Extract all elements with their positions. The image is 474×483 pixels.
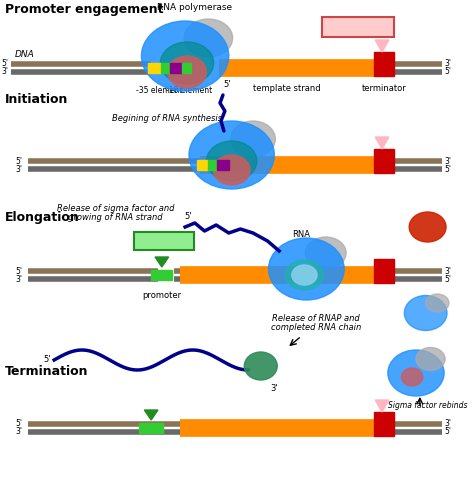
Text: 3': 3' [15,427,22,437]
Text: 5': 5' [15,420,22,428]
Bar [374,149,394,173]
FancyBboxPatch shape [322,17,394,37]
Text: Release of RNAP and: Release of RNAP and [272,314,360,323]
Bar [151,270,173,280]
Bar [374,259,394,283]
Text: Begining of RNA synthesis: Begining of RNA synthesis [112,114,222,123]
Text: Promoter engagement: Promoter engagement [5,3,163,16]
Ellipse shape [409,212,446,242]
Text: Sigma factor rebinds: Sigma factor rebinds [388,401,467,410]
Text: Initiation: Initiation [5,93,68,106]
Ellipse shape [207,141,257,181]
Bar [158,265,173,285]
Text: 5': 5' [223,80,230,89]
Bar [161,63,170,73]
Bar [197,160,209,170]
Text: 5': 5' [184,212,192,221]
Ellipse shape [401,368,423,386]
Ellipse shape [231,121,275,157]
Ellipse shape [404,296,447,330]
Text: completed RNA chain: completed RNA chain [271,323,361,332]
Text: 5': 5' [444,68,451,76]
Ellipse shape [416,347,445,370]
Text: 3': 3' [444,420,451,428]
Bar [209,160,217,170]
Text: -35 element: -35 element [136,86,182,95]
Polygon shape [155,257,169,267]
Ellipse shape [388,350,444,396]
Text: 5': 5' [15,267,22,275]
Bar [374,412,394,436]
Polygon shape [375,40,389,52]
Ellipse shape [305,237,346,269]
Ellipse shape [292,265,317,285]
Text: RNA: RNA [292,230,310,239]
Bar [148,63,161,73]
Text: terminator: terminator [362,84,406,93]
Polygon shape [375,137,389,149]
Text: -10 element: -10 element [166,86,212,95]
Ellipse shape [184,19,233,57]
Text: σ factor: σ factor [409,223,447,231]
Ellipse shape [426,294,449,312]
Text: 5': 5' [444,274,451,284]
Bar [182,63,191,73]
Text: 5': 5' [444,165,451,173]
Bar [138,423,163,433]
Bar [374,52,394,76]
Ellipse shape [285,260,324,290]
Ellipse shape [269,238,344,300]
Text: DNA: DNA [14,50,34,59]
Text: Elongation: Elongation [5,211,80,224]
Ellipse shape [160,42,214,84]
Text: Rho: Rho [251,361,271,370]
Bar [217,160,229,170]
Text: 5': 5' [15,156,22,166]
Text: growing of RNA strand: growing of RNA strand [68,213,163,222]
Ellipse shape [189,121,274,189]
Text: promoter: promoter [142,291,182,300]
Text: 3': 3' [444,59,451,69]
Text: 3': 3' [444,267,451,275]
Text: 3': 3' [1,68,9,76]
Text: 3': 3' [444,156,451,166]
Text: 3': 3' [15,274,22,284]
FancyBboxPatch shape [134,232,194,250]
Text: 3': 3' [271,384,278,393]
Polygon shape [375,400,389,412]
Text: Stop site: Stop site [335,23,381,31]
Text: 5': 5' [44,355,51,365]
Text: Start site: Start site [140,237,188,245]
Bar [170,63,182,73]
Ellipse shape [244,352,277,380]
Text: 5': 5' [444,427,451,437]
Text: Release of sigma factor and: Release of sigma factor and [56,204,174,213]
Polygon shape [145,410,158,420]
Ellipse shape [141,21,229,91]
Ellipse shape [168,56,207,88]
Text: RNA polymerase: RNA polymerase [157,3,232,12]
Text: 5': 5' [1,59,9,69]
Text: 3': 3' [15,165,22,173]
Text: Termination: Termination [5,365,88,378]
Ellipse shape [213,155,250,185]
Text: template strand: template strand [253,84,321,93]
